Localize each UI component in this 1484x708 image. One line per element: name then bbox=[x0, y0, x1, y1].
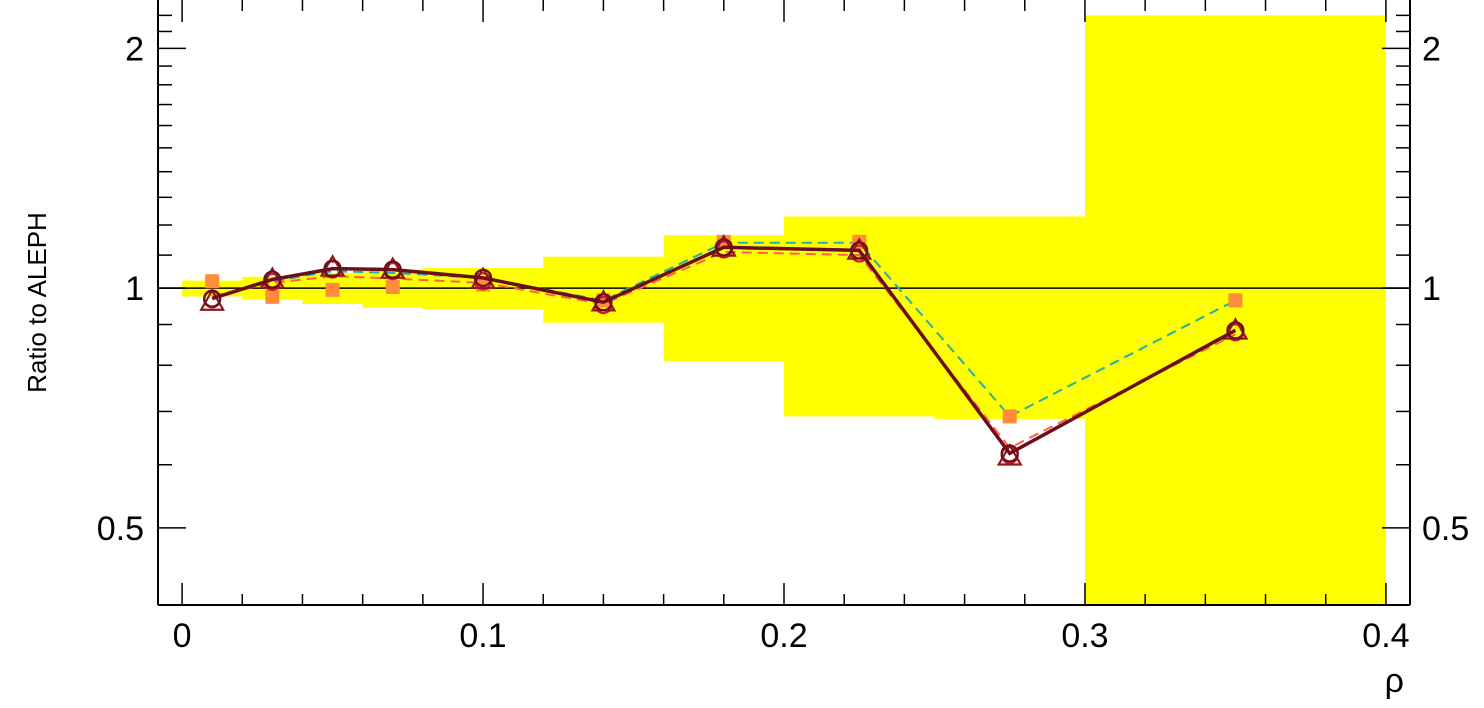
x-axis-title: ρ bbox=[1385, 662, 1404, 700]
series-4-point bbox=[996, 443, 1023, 466]
x-tick-label: 0.4 bbox=[1362, 617, 1409, 655]
uncertainty-band bbox=[182, 15, 1386, 606]
x-tick-label: 0.2 bbox=[760, 617, 807, 655]
y-tick-label-right: 0.5 bbox=[1422, 510, 1469, 548]
series-2-point bbox=[205, 274, 220, 289]
x-tick-label: 0.1 bbox=[459, 617, 506, 655]
series-5-point bbox=[714, 238, 733, 257]
series-2-point bbox=[325, 282, 340, 297]
series-5-point bbox=[203, 289, 222, 308]
series-5-point bbox=[594, 293, 613, 312]
series-5-point bbox=[1226, 321, 1245, 340]
plot-frame bbox=[157, 0, 1411, 606]
band-bin-9 bbox=[1084, 15, 1386, 606]
series-5-point bbox=[473, 268, 493, 287]
series-2-point bbox=[1002, 409, 1017, 424]
series-5-point bbox=[263, 270, 282, 289]
series-5-point bbox=[323, 259, 342, 278]
y-tick-label-left: 1 bbox=[125, 270, 144, 308]
y-tick-label-left: 0.5 bbox=[97, 510, 144, 548]
series-2-point bbox=[385, 280, 400, 295]
x-tick-label: 0.3 bbox=[1061, 617, 1108, 655]
series-2-point bbox=[265, 289, 280, 304]
series-layer bbox=[199, 234, 1249, 466]
series-2-point bbox=[1228, 293, 1243, 308]
y-tick-label-right: 1 bbox=[1422, 270, 1441, 308]
band-bin-8 bbox=[934, 216, 1085, 419]
x-tick-label: 0 bbox=[173, 617, 192, 655]
series-5-point bbox=[1000, 444, 1019, 463]
y-tick-label-left: 2 bbox=[125, 30, 144, 68]
series-line-5 bbox=[211, 245, 1237, 456]
y-tick-label-right: 2 bbox=[1422, 30, 1441, 68]
axis-labels: 0 0.1 0.2 0.3 0.4 0.5 0.5 1 1 2 2 bbox=[97, 30, 1470, 655]
series-5-point bbox=[383, 260, 402, 279]
y-axis-title: Ratio to ALEPH bbox=[22, 212, 52, 393]
series-5-point bbox=[850, 241, 869, 260]
series-4-point bbox=[199, 288, 226, 311]
band-bin-6 bbox=[663, 235, 784, 361]
